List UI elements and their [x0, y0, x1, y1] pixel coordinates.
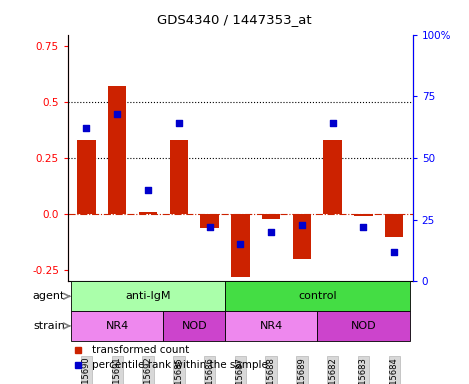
Text: GSM915691: GSM915691	[113, 357, 122, 384]
Text: agent: agent	[32, 291, 65, 301]
Bar	[385, 214, 403, 237]
Point	[83, 125, 90, 131]
Text: GSM915692: GSM915692	[144, 357, 152, 384]
Text: NOD: NOD	[182, 321, 207, 331]
Text: NR4: NR4	[106, 321, 129, 331]
Text: GSM915682: GSM915682	[328, 357, 337, 384]
Text: anti-IgM: anti-IgM	[125, 291, 171, 301]
Bar	[354, 214, 373, 216]
Point	[175, 120, 182, 126]
Bar	[163, 311, 225, 341]
Text: GSM915685: GSM915685	[174, 357, 183, 384]
Text: transformed count: transformed count	[92, 344, 189, 354]
Point	[144, 187, 152, 193]
Bar	[262, 214, 280, 218]
Text: NR4: NR4	[259, 321, 283, 331]
Bar	[71, 281, 225, 311]
Bar	[108, 86, 127, 214]
Text: NOD: NOD	[351, 321, 376, 331]
Text: GSM915687: GSM915687	[236, 357, 245, 384]
Bar	[231, 214, 250, 277]
Text: percentile rank within the sample: percentile rank within the sample	[92, 361, 268, 371]
Point	[206, 224, 213, 230]
Bar	[324, 140, 342, 214]
Text: GSM915684: GSM915684	[390, 357, 399, 384]
Text: GSM915686: GSM915686	[205, 357, 214, 384]
Text: control: control	[298, 291, 337, 301]
Bar	[225, 311, 318, 341]
Point	[298, 222, 306, 228]
Bar	[225, 281, 409, 311]
Point	[391, 249, 398, 255]
Bar	[71, 311, 163, 341]
Bar	[318, 311, 409, 341]
Bar	[170, 140, 188, 214]
Point	[267, 229, 275, 235]
Point	[113, 111, 121, 117]
Bar	[139, 212, 157, 214]
Point	[360, 224, 367, 230]
Bar	[293, 214, 311, 259]
Point	[329, 120, 336, 126]
Text: GSM915688: GSM915688	[267, 357, 276, 384]
Point	[236, 242, 244, 248]
Text: GSM915690: GSM915690	[82, 357, 91, 384]
Text: GSM915689: GSM915689	[297, 357, 306, 384]
Text: GSM915683: GSM915683	[359, 357, 368, 384]
Bar	[77, 140, 96, 214]
Text: strain: strain	[33, 321, 65, 331]
Bar	[200, 214, 219, 228]
Text: GDS4340 / 1447353_at: GDS4340 / 1447353_at	[157, 13, 312, 26]
